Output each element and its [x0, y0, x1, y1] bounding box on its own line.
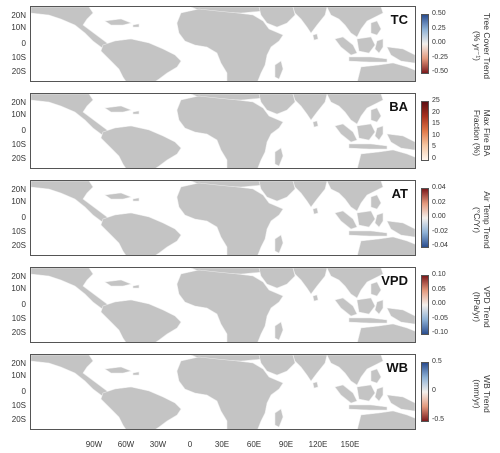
colorbar-tick: 0.10	[432, 271, 446, 278]
longitude-label: 0	[187, 440, 193, 449]
latitude-label: 0	[21, 300, 26, 309]
colorbar-title: Tree Cover Trend (% yr⁻¹)	[472, 8, 492, 84]
colorbar-title-line: WB Trend	[482, 375, 492, 413]
colorbar-vpd	[421, 275, 429, 335]
colorbar-tick: 0.00	[432, 213, 446, 220]
longitude-label: 30W	[149, 440, 167, 449]
panel-label: TC	[390, 12, 408, 27]
longitude-label: 30E	[214, 440, 230, 449]
colorbar-title-line: Tree Cover Trend	[482, 12, 492, 80]
colorbar-tick: 0.05	[432, 285, 446, 293]
colorbar-tick: 20	[432, 108, 440, 116]
colorbar-at	[421, 188, 429, 248]
map-panel-vpd	[30, 267, 416, 343]
longitude-label: 120E	[308, 440, 328, 449]
colorbar-tick: -0.05	[432, 314, 448, 322]
colorbar-title-line: VPD Trend	[482, 286, 492, 328]
latitude-label: 20S	[11, 241, 26, 250]
latitude-label: 20S	[11, 415, 26, 424]
latitude-label: 0	[21, 126, 26, 135]
colorbar-tick: -0.5	[432, 416, 445, 423]
colorbar-ba	[421, 101, 429, 161]
colorbar-title-line: (% yr⁻¹)	[472, 31, 482, 61]
colorbar-tick: 5	[432, 143, 436, 151]
latitude-label: 20N	[11, 185, 26, 194]
colorbar-tick: -0.50	[432, 68, 448, 75]
colorbar-title-line: (mm/yr)	[472, 379, 482, 409]
colorbar-tick: 0	[432, 387, 436, 394]
colorbar-tick: -0.04	[432, 242, 448, 249]
panel-label: WB	[386, 360, 408, 375]
colorbar-tick: 0.00	[432, 300, 446, 307]
map-panel-ba	[30, 93, 416, 169]
colorbar-title: WB Trend (mm/yr)	[472, 356, 492, 432]
latitude-label: 20N	[11, 359, 26, 368]
longitude-label: 90E	[278, 440, 294, 449]
latitude-label: 0	[21, 387, 26, 396]
colorbar-title-line: (°C/Yr)	[472, 206, 482, 234]
latitude-label: 10N	[11, 371, 26, 380]
map-panel-at	[30, 180, 416, 256]
colorbar-title-line: Max Fire BA	[482, 109, 492, 157]
latitude-label: 20S	[11, 67, 26, 76]
colorbar-tick: 15	[432, 120, 440, 128]
latitude-label: 10S	[11, 227, 26, 236]
colorbar-tick: 0.25	[432, 24, 446, 32]
latitude-label: 10N	[11, 110, 26, 119]
latitude-label: 10N	[11, 197, 26, 206]
latitude-label: 20S	[11, 328, 26, 337]
map-ba	[31, 94, 415, 168]
colorbar-title-line: Air Temp Trend	[482, 191, 492, 249]
map-tc	[31, 7, 415, 81]
map-wb	[31, 355, 415, 429]
colorbar-tick: 0.00	[432, 39, 446, 46]
colorbar-tick: 10	[432, 131, 440, 139]
colorbar-tick: 0.02	[432, 198, 446, 206]
colorbar-tick: 0.5	[432, 358, 442, 365]
colorbar-tick: 25	[432, 97, 440, 104]
map-panel-tc	[30, 6, 416, 82]
panel-label: VPD	[381, 273, 408, 288]
latitude-label: 10S	[11, 401, 26, 410]
map-panel-wb	[30, 354, 416, 430]
latitude-label: 20N	[11, 272, 26, 281]
colorbar-tick: 0	[432, 155, 436, 162]
colorbar-title: Air Temp Trend (°C/Yr)	[472, 182, 492, 258]
colorbar-title: Max Fire BA Fraction (%)	[472, 95, 492, 171]
colorbar-tick: 0.04	[432, 184, 446, 191]
longitude-label: 90W	[85, 440, 103, 449]
colorbar-title-line: (hPa/yr)	[472, 291, 482, 323]
latitude-label: 0	[21, 213, 26, 222]
panel-label: BA	[389, 99, 408, 114]
latitude-label: 10S	[11, 53, 26, 62]
map-vpd	[31, 268, 415, 342]
colorbar-wb	[421, 362, 429, 422]
colorbar-title: VPD Trend (hPa/yr)	[472, 269, 492, 345]
longitude-label: 150E	[340, 440, 360, 449]
longitude-label: 60E	[246, 440, 262, 449]
colorbar-tick: -0.02	[432, 227, 448, 235]
latitude-label: 20S	[11, 154, 26, 163]
latitude-label: 10N	[11, 284, 26, 293]
colorbar-title-line: Fraction (%)	[472, 109, 482, 157]
map-at	[31, 181, 415, 255]
colorbar-tick: 0.50	[432, 10, 446, 17]
latitude-label: 10S	[11, 314, 26, 323]
panel-label: AT	[391, 186, 408, 201]
latitude-label: 10N	[11, 23, 26, 32]
latitude-label: 20N	[11, 11, 26, 20]
latitude-label: 20N	[11, 98, 26, 107]
latitude-label: 0	[21, 39, 26, 48]
colorbar-tc	[421, 14, 429, 74]
latitude-label: 10S	[11, 140, 26, 149]
longitude-label: 60W	[117, 440, 135, 449]
colorbar-tick: -0.25	[432, 53, 448, 61]
colorbar-tick: -0.10	[432, 329, 448, 336]
